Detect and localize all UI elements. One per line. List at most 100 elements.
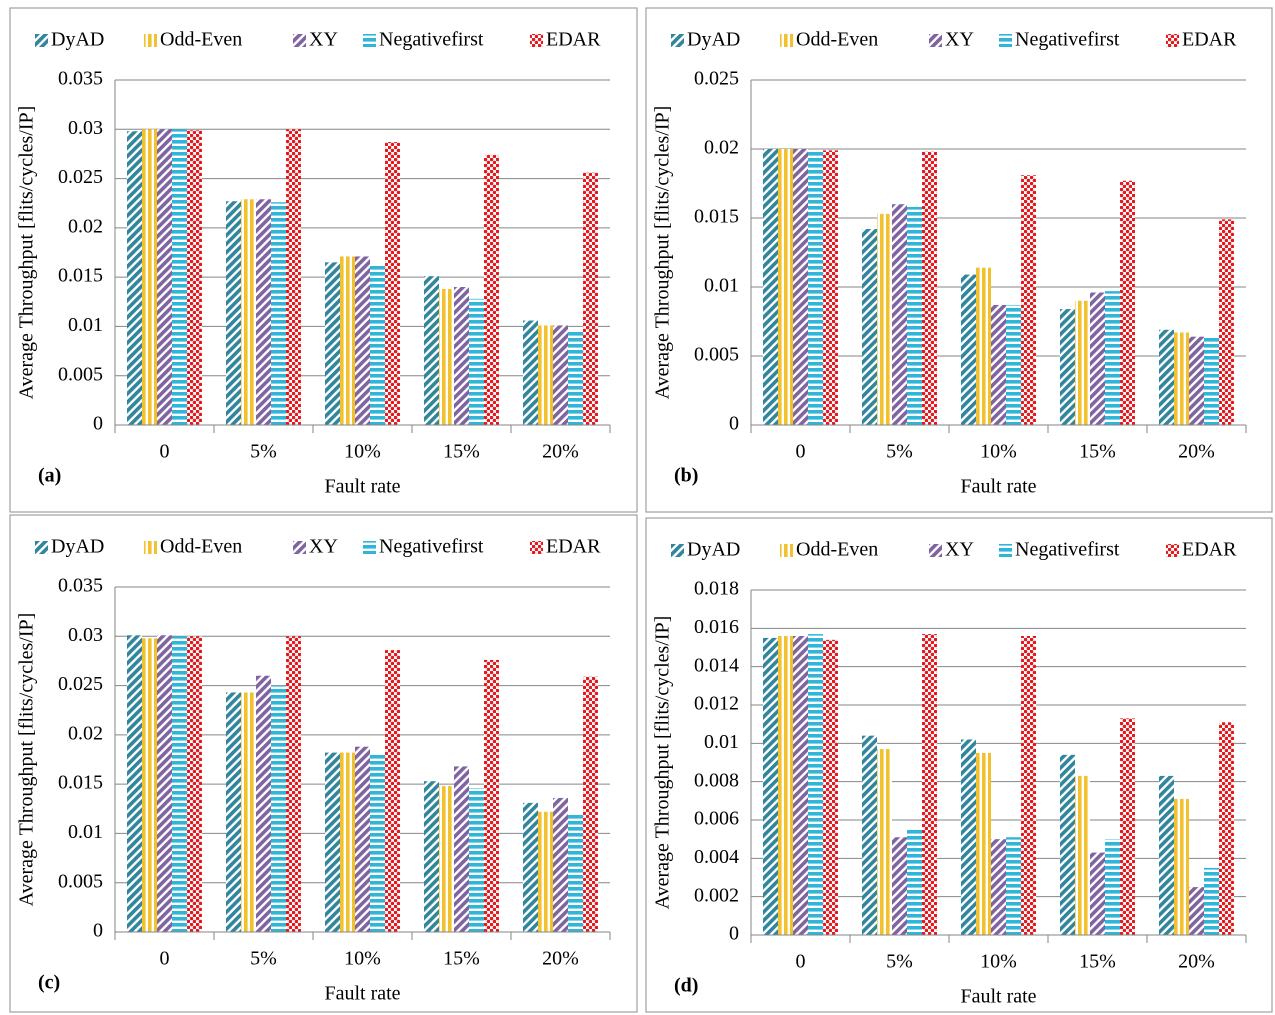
y-tick-label: 0.012: [694, 693, 739, 715]
bar: [1021, 636, 1036, 935]
bar: [256, 675, 271, 932]
bar: [538, 325, 553, 425]
bar: [1120, 718, 1135, 935]
x-tick-label: 10%: [980, 951, 1017, 973]
bar: [286, 636, 301, 932]
bar: [793, 636, 808, 935]
panel-label: (d): [674, 975, 698, 997]
legend-swatch: [999, 34, 1012, 47]
x-axis-title: Fault rate: [960, 476, 1036, 498]
y-tick-label: 0.005: [58, 870, 103, 892]
legend-swatch: [293, 541, 306, 554]
legend-label: Odd-Even: [160, 536, 242, 558]
x-tick-label: 0: [796, 441, 806, 463]
bar: [583, 676, 598, 932]
x-axis-title: Fault rate: [960, 986, 1036, 1008]
bar: [862, 229, 877, 425]
y-tick-label: 0.008: [694, 769, 739, 791]
y-axis-title: Average Throughput [flits/cycles/IP]: [652, 616, 674, 910]
legend-swatch: [929, 34, 942, 47]
bar: [1174, 798, 1189, 935]
legend-swatch: [530, 34, 543, 47]
y-tick-label: 0.018: [694, 578, 739, 600]
bar: [778, 636, 793, 935]
bar: [778, 149, 793, 425]
bar: [976, 752, 991, 935]
bar: [553, 325, 568, 425]
bar: [1006, 837, 1021, 935]
bar: [454, 766, 469, 932]
bar: [1090, 292, 1105, 425]
bar: [340, 752, 355, 932]
y-axis-title: Average Throughput [flits/cycles/IP]: [652, 106, 674, 400]
bar: [823, 150, 838, 425]
x-tick-label: 15%: [1079, 951, 1116, 973]
legend-label: EDAR: [1182, 29, 1237, 51]
y-tick-label: 0.035: [58, 68, 103, 90]
y-tick-label: 0: [93, 920, 103, 942]
y-tick-label: 0.035: [58, 575, 103, 597]
bar: [961, 739, 976, 935]
bar: [1060, 309, 1075, 425]
bar: [523, 320, 538, 425]
y-tick-label: 0: [729, 413, 739, 435]
x-tick-label: 10%: [344, 948, 381, 970]
legend-label: Negativefirst: [1015, 29, 1120, 51]
y-tick-label: 0: [93, 413, 103, 435]
bar: [763, 637, 778, 935]
legend-swatch: [999, 544, 1012, 557]
panel-border: [9, 7, 638, 513]
legend-label: Odd-Even: [796, 539, 878, 561]
x-tick-label: 0: [160, 948, 170, 970]
x-axis-title: Fault rate: [324, 476, 400, 498]
panel-border: [645, 7, 1273, 513]
legend-swatch: [144, 34, 157, 47]
legend-label: Negativefirst: [1015, 539, 1120, 561]
legend-label: EDAR: [546, 29, 601, 51]
legend-label: DyAD: [687, 539, 740, 561]
x-tick-label: 5%: [250, 948, 277, 970]
y-tick-label: 0.002: [694, 884, 739, 906]
bar: [454, 287, 469, 425]
bar: [385, 650, 400, 932]
bar: [187, 130, 202, 425]
y-tick-label: 0.03: [68, 117, 103, 139]
legend-label: DyAD: [51, 29, 104, 51]
legend-swatch: [35, 34, 48, 47]
bar: [271, 685, 286, 932]
legend-label: Negativefirst: [379, 536, 484, 558]
x-tick-label: 5%: [886, 441, 913, 463]
bar: [1120, 180, 1135, 425]
bar: [1006, 304, 1021, 425]
bar: [424, 276, 439, 425]
legend-label: EDAR: [1182, 539, 1237, 561]
y-tick-label: 0.005: [58, 363, 103, 385]
bar: [1189, 887, 1204, 935]
bar: [553, 797, 568, 932]
legend-swatch: [530, 541, 543, 554]
bar: [823, 639, 838, 935]
y-tick-label: 0.016: [694, 616, 739, 638]
x-axis-title: Fault rate: [324, 983, 400, 1005]
bar: [568, 814, 583, 932]
legend-label: Odd-Even: [160, 29, 242, 51]
bar: [1075, 300, 1090, 425]
x-tick-label: 15%: [1079, 441, 1116, 463]
bar: [877, 213, 892, 425]
bar: [127, 635, 142, 932]
bar: [325, 752, 340, 932]
bar: [583, 172, 598, 425]
x-tick-label: 15%: [443, 948, 480, 970]
bar: [286, 129, 301, 425]
y-tick-label: 0.025: [694, 68, 739, 90]
x-tick-label: 20%: [1178, 951, 1215, 973]
bar: [226, 692, 241, 932]
x-tick-label: 5%: [250, 441, 277, 463]
x-tick-label: 0: [160, 441, 170, 463]
bar: [355, 256, 370, 425]
bar: [568, 330, 583, 425]
bar: [922, 151, 937, 425]
bar: [370, 264, 385, 425]
bar: [976, 267, 991, 425]
